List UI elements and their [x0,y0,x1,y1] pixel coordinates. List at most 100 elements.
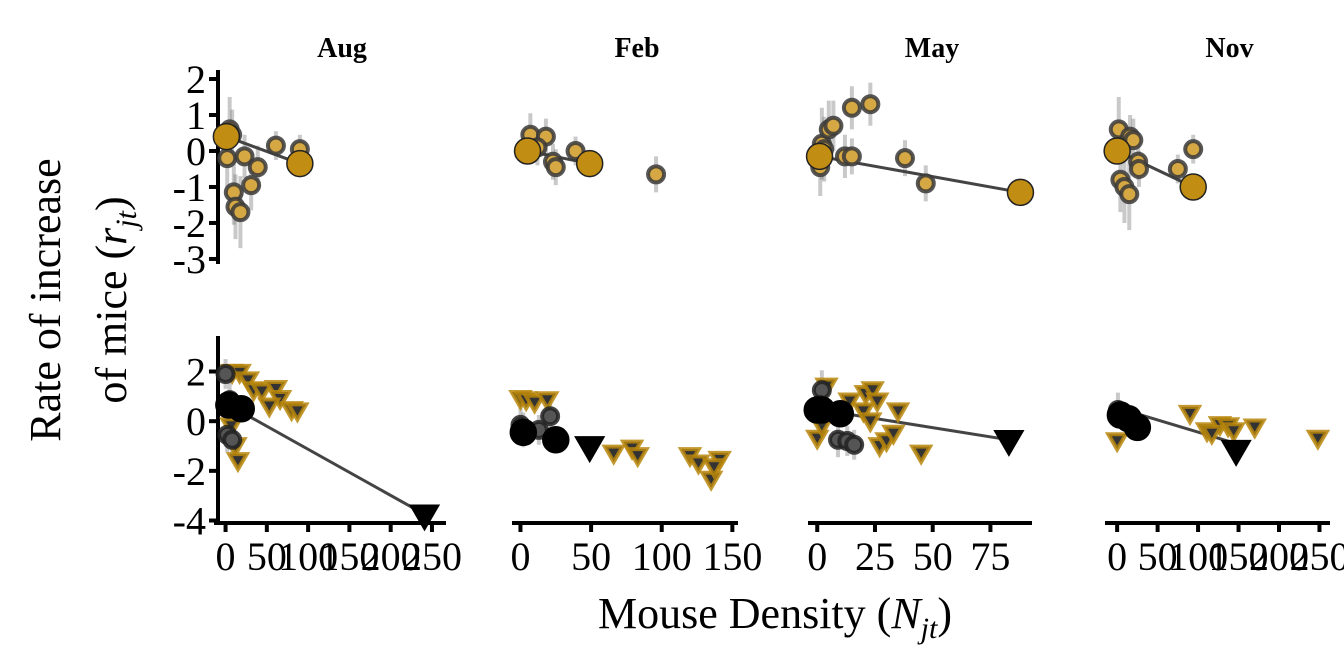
y-axis-title-close: ) [87,196,136,211]
facet-title: Nov [1205,33,1253,64]
x-tick-label: 200 [361,534,421,579]
x-tick-label: 250 [402,534,462,579]
point [860,94,881,115]
point [222,429,243,450]
point [575,149,604,178]
point [1128,158,1149,179]
y-tick-label: -2 [173,449,206,494]
point [215,363,236,384]
x-tick-label: 100 [1168,534,1228,579]
point [686,454,711,476]
point [542,426,570,454]
point [701,458,727,480]
point [286,149,314,178]
point [285,402,310,424]
point [1183,139,1204,160]
point [265,135,286,156]
point [1104,432,1130,454]
y-axis-title-text: of mice ( [87,245,136,404]
x-tick-label: 75 [970,534,1010,579]
y-tick-label: 2 [186,57,206,102]
x-axis-title-close: ) [937,589,952,638]
point [522,393,547,415]
point [217,148,238,169]
point [646,164,667,185]
point [601,444,626,466]
point [247,157,268,178]
y-tick-label: -4 [173,499,206,544]
point [227,395,255,423]
point [1242,418,1267,440]
point [1220,439,1252,467]
y-axis-title-var: r [87,227,136,245]
point [513,137,542,165]
x-axis-title-text: Mouse Density ( [598,589,891,638]
y-tick-label: -3 [173,237,206,282]
x-tick-label: 50 [913,534,953,579]
x-tick-label: 100 [632,534,692,579]
point [841,146,862,167]
x-axis-title: Mouse Density (Njt) [598,589,952,645]
fit-line [228,403,426,516]
x-tick-label: 0 [216,534,236,579]
point [535,391,560,413]
point [894,148,915,169]
x-tick-label: 100 [278,534,338,579]
point [263,380,289,402]
y-tick-label: -2 [173,201,206,246]
point [858,412,883,434]
y-tick-label: 1 [186,93,206,138]
x-tick-label: 0 [807,534,827,579]
point [1123,413,1152,442]
point [805,142,834,171]
x-tick-label: 50 [1138,534,1178,579]
x-tick-label: 150 [1209,534,1269,579]
y-axis-title: Rate of increase [21,158,70,441]
point [540,406,561,427]
point [915,173,936,194]
point [1006,178,1035,207]
x-axis-title-var: N [890,589,923,638]
point [235,371,261,393]
x-tick-label: 150 [319,534,379,579]
point [241,175,262,196]
x-tick-label: 250 [1289,534,1344,579]
point [823,115,844,136]
x-axis-title-sub: jt [917,612,938,645]
y-axis-title: of mice (rjt) [87,196,143,403]
point [230,202,251,223]
point [1103,137,1131,165]
x-tick-label: 0 [510,534,530,579]
point [1199,424,1225,446]
point [865,392,890,414]
point [1177,404,1203,427]
x-tick-label: 200 [1249,534,1309,579]
x-tick-label: 150 [702,534,762,579]
facet-title: Feb [614,33,659,64]
facet-title: May [905,33,959,64]
point [841,97,862,118]
point [698,470,724,492]
point [509,418,538,447]
x-tick-label: 0 [1107,534,1127,579]
point [851,402,876,424]
point [234,146,255,167]
y-tick-label: 0 [186,129,206,174]
point [408,504,441,532]
point [1167,158,1188,179]
x-tick-label: 50 [571,534,611,579]
point [1221,422,1246,444]
x-tick-label: 50 [247,534,287,579]
point [1305,429,1331,451]
point [1119,184,1140,205]
point [574,436,606,464]
point [257,397,282,419]
point [993,429,1025,457]
point [885,402,911,424]
x-tick-label: 25 [855,534,895,579]
point [212,122,241,151]
point [881,424,906,446]
facet-title: Aug [317,33,367,64]
